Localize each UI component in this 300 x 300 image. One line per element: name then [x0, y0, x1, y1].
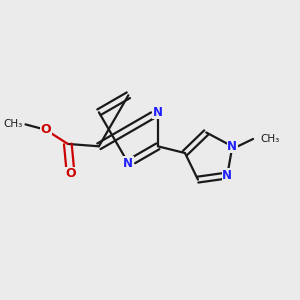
- Text: O: O: [65, 167, 76, 180]
- Text: CH₃: CH₃: [3, 119, 22, 129]
- Text: CH₃: CH₃: [260, 134, 280, 144]
- Text: O: O: [40, 123, 51, 136]
- Text: N: N: [153, 106, 163, 119]
- Text: N: N: [227, 140, 237, 153]
- Text: N: N: [222, 169, 232, 182]
- Text: N: N: [123, 157, 134, 170]
